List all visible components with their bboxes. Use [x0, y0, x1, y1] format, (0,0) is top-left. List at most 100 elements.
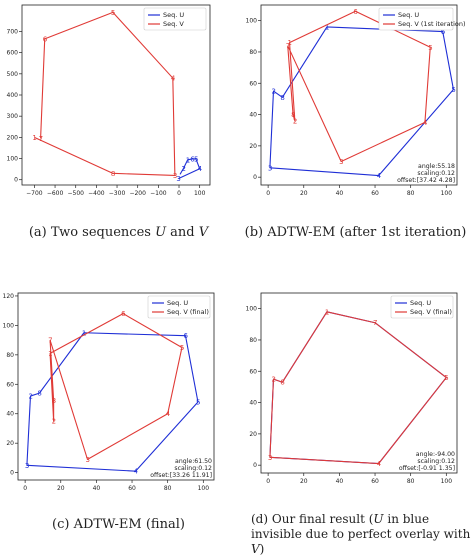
vertex-label: 1 [82, 329, 86, 337]
annotation-text: angle:55.18 [418, 163, 455, 170]
plot-frame [260, 292, 458, 474]
y-tick-label: 80 [6, 352, 14, 359]
vertex-label: 6 [441, 28, 446, 36]
y-tick-label: 20 [249, 143, 257, 150]
legend-label: Seq. V (final) [410, 308, 452, 316]
vertex-label: 4 [166, 410, 171, 418]
x-tick-label: −700 [26, 190, 43, 197]
y-tick-label: 40 [249, 400, 257, 407]
vertex-label: 3 [268, 454, 272, 462]
x-tick-label: −100 [150, 190, 167, 197]
caption-a-text-pre: Two sequences [50, 225, 156, 240]
x-tick-label: 0 [23, 485, 27, 492]
y-tick-label: 200 [7, 134, 19, 141]
vertex-label: 7 [48, 337, 52, 345]
vertex-label: 8 [291, 111, 295, 119]
y-tick-label: 80 [249, 337, 257, 344]
x-tick-label: 60 [128, 485, 136, 492]
y-tick-label: 0 [14, 177, 18, 184]
legend-label: Seq. V [163, 20, 184, 28]
vertex-label: 4 [423, 119, 428, 127]
x-tick-label: 20 [300, 478, 308, 485]
caption-b-label: (b) [244, 225, 264, 240]
x-tick-label: −300 [109, 190, 126, 197]
x-tick-label: 40 [336, 478, 344, 485]
caption-d-text-pre: Our final result ( [271, 512, 374, 526]
caption-c: (c) ADTW-EM (final) [0, 517, 237, 532]
vertex-label: 5 [451, 86, 455, 94]
series-line-v [34, 11, 176, 177]
annotation-text: offset:[-0.91 1.35] [399, 465, 455, 472]
vertex-label: 6 [43, 35, 48, 43]
series-line-v [269, 311, 447, 465]
caption-d-text-mid: in blue invisible due to perfect overlay… [251, 512, 471, 541]
x-tick-label: −600 [47, 190, 64, 197]
legend-label: Seq. U [398, 11, 419, 19]
vertex-label: 2 [293, 117, 297, 125]
y-tick-label: 700 [7, 28, 19, 35]
caption-a-label: (a) [28, 225, 47, 240]
vertex-label: 8 [37, 390, 41, 398]
y-tick-label: 300 [7, 113, 19, 120]
vertex-label: 5 [194, 155, 198, 163]
series-line-u [26, 332, 199, 472]
x-tick-label: 100 [441, 478, 453, 485]
x-tick-label: 100 [194, 190, 206, 197]
chart-panel-c: 0 20 40 60 80 100 0 20 40 60 80 100 120 3 2 8 1 6 5 4 7 8 2 1 6 5… [0, 285, 237, 505]
vertex-label: 7 [286, 42, 290, 50]
caption-b-text-pre: ADTW-EM (after 1st iteration) [267, 225, 467, 240]
annotation-text: angle:-94.00 [416, 451, 455, 458]
vertex-label: 4 [377, 172, 382, 180]
y-tick-label: 60 [249, 368, 257, 375]
caption-d-italic-1: U [373, 512, 384, 526]
y-tick-label: 40 [6, 411, 14, 418]
x-tick-label: −400 [88, 190, 105, 197]
caption-d-italic-2: V [251, 542, 260, 556]
legend-label: Seq. U [163, 11, 184, 19]
vertex-label: 4 [377, 460, 382, 468]
y-tick-label: 0 [253, 174, 257, 181]
legend-label: Seq. U [167, 299, 188, 307]
legend-label: Seq. U [410, 299, 431, 307]
vertex-label: 4 [134, 468, 139, 476]
vertex-label: 3 [85, 456, 89, 464]
series-line-v [287, 10, 431, 163]
vertex-label: 1 [32, 134, 36, 142]
vertex-label: 1 [48, 350, 52, 358]
vertex-label: 2 [52, 418, 56, 426]
vertex-label: 1 [325, 308, 329, 316]
vertex-label: 7 [39, 135, 43, 143]
chart-b-svg: 0 20 40 60 80 100020406080100328165478216543S… [246, 4, 466, 197]
annotation-text: angle:61.50 [175, 458, 212, 465]
x-tick-label: 40 [93, 485, 101, 492]
vertex-label: 8 [111, 170, 115, 178]
vertex-label: 2 [28, 393, 32, 401]
y-tick-label: 100 [246, 306, 258, 313]
y-tick-label: 80 [249, 49, 257, 56]
y-tick-label: 500 [7, 71, 19, 78]
x-tick-label: 80 [407, 190, 415, 197]
caption-d: (d) Our final result (U in blue invisibl… [237, 512, 474, 557]
vertex-label: 5 [444, 374, 448, 382]
plot-frame [21, 4, 211, 186]
legend-label: Seq. V (1st iteration) [398, 20, 466, 28]
x-tick-label: 0 [266, 190, 270, 197]
legend-label: Seq. V (final) [167, 308, 209, 316]
legend-box [378, 7, 454, 31]
annotation-text: scaling:0.12 [417, 458, 455, 465]
vertex-label: 3 [176, 175, 180, 183]
vertex-label: 2 [182, 165, 186, 173]
chart-d-svg: 0 20 40 60 80 100 0 20 40 60 80 100 3 2 8 1 7 5 4 Seq. USeq… [246, 292, 458, 485]
vertex-label: 5 [428, 44, 432, 52]
vertex-label: 8 [52, 397, 56, 405]
x-tick-label: 100 [441, 190, 453, 197]
vertex-label: 8 [280, 94, 284, 102]
vertex-label: 6 [190, 155, 195, 163]
caption-c-label: (c) [52, 517, 70, 532]
x-tick-label: 60 [371, 478, 379, 485]
x-tick-label: 40 [336, 190, 344, 197]
vertex-label: 6 [183, 332, 188, 340]
y-tick-label: 100 [246, 18, 258, 25]
vertex-label: 5 [111, 9, 115, 17]
x-tick-label: 20 [57, 485, 65, 492]
